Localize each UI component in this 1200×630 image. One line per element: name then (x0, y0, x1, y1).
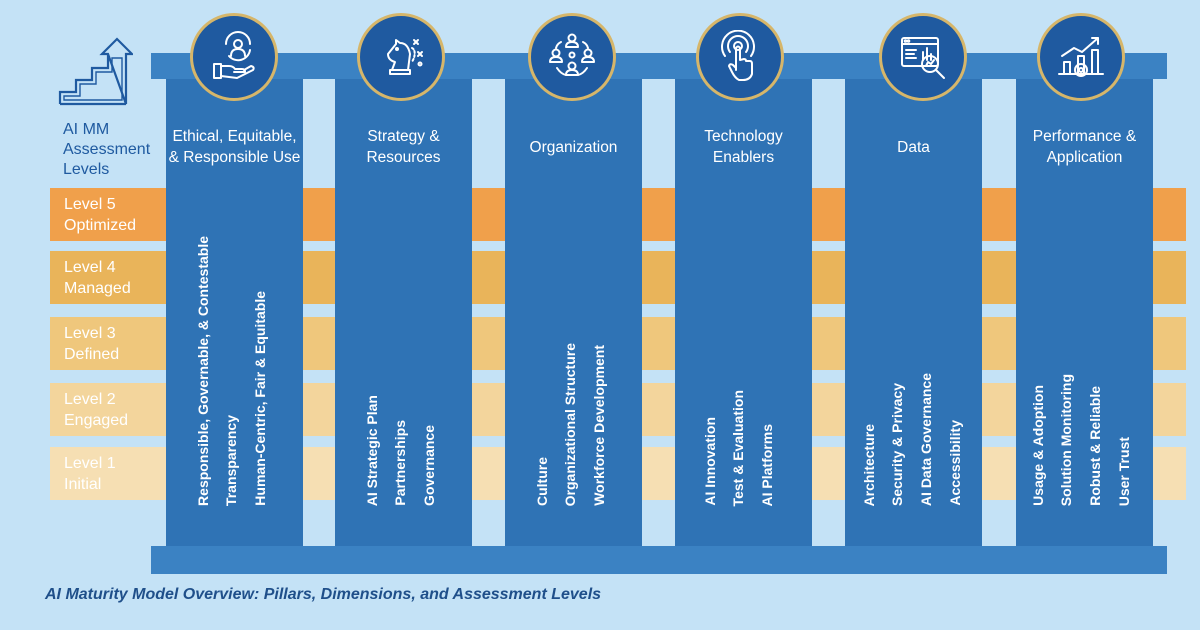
pillar-title: Organization (529, 138, 618, 156)
pillar-title: Data (897, 138, 930, 156)
level-number: Level 1 (64, 455, 116, 472)
dimension-label: Test & Evaluation (730, 389, 746, 506)
pillar-data: Architecture Security & Privacy AI Data … (845, 79, 982, 546)
levels-heading-line: AI MM (63, 121, 110, 138)
dimension-label: Accessibility (947, 420, 963, 506)
level-name: Engaged (64, 412, 129, 429)
level-label-2: Level 2 Engaged (50, 383, 165, 436)
pillar-technology: AI Innovation Test & Evaluation AI Platf… (675, 79, 812, 546)
dimension-label: Usage & Adoption (1030, 385, 1046, 506)
pillar-title: Technology Enablers (704, 128, 783, 166)
pillar-performance: Usage & Adoption Solution Monitoring Rob… (1016, 79, 1153, 546)
stairs-arrow-icon (58, 37, 133, 106)
level-label-4: Level 4 Managed (50, 251, 165, 304)
dimension-label: AI Strategic Plan (364, 394, 380, 506)
bottom-beam (151, 546, 1167, 574)
dimension-label: AI Data Governance (918, 372, 934, 506)
dimension-label: Partnerships (392, 420, 408, 506)
figure-caption: AI Maturity Model Overview: Pillars, Dim… (45, 586, 602, 603)
dimension-label: Governance (421, 425, 437, 506)
level-name: Managed (64, 280, 131, 297)
dimension-label: AI Innovation (702, 417, 718, 506)
hand-people-icon (190, 13, 278, 101)
level-label-5: Level 5 Optimized (50, 188, 165, 241)
level-number: Level 2 (64, 391, 116, 408)
pillar-organization: Culture Organizational Structure Workfor… (505, 79, 642, 546)
dimension-label: AI Platforms (759, 423, 775, 506)
top-beam (151, 53, 1167, 79)
pillar-title: Performance & Application (1032, 128, 1137, 166)
dimension-label: User Trust (1116, 436, 1132, 506)
pillar-title: Strategy & Resources (366, 128, 441, 166)
level-number: Level 5 (64, 196, 116, 213)
pillar-title: Ethical, Equitable, & Responsible Use (168, 128, 301, 166)
dimension-label: Workforce Development (591, 345, 607, 506)
levels-heading-line: Levels (63, 161, 110, 178)
dimension-label: Architecture (861, 423, 877, 506)
level-number: Level 3 (64, 325, 116, 342)
dimension-label: Organizational Structure (562, 342, 578, 506)
level-number: Level 4 (64, 259, 116, 276)
org-people-icon (528, 13, 616, 101)
dimension-label: Transparency (223, 414, 239, 506)
data-magnifier-icon (879, 13, 967, 101)
touch-tech-icon (696, 13, 784, 101)
dimension-label: Security & Privacy (889, 383, 905, 506)
level-name: Defined (64, 346, 120, 363)
dimension-label: Responsible, Governable, & Contestable (195, 236, 211, 506)
dimension-label: Solution Monitoring (1058, 373, 1074, 506)
dimension-label: Culture (534, 457, 550, 506)
pillar-ethical: Responsible, Governable, & Contestable T… (166, 79, 303, 546)
level-name: Initial (64, 476, 102, 493)
dimension-label: Robust & Reliable (1087, 386, 1103, 506)
chess-knight-icon (357, 13, 445, 101)
levels-heading-line: Assessment (63, 141, 151, 158)
pillar-strategy: AI Strategic Plan Partnerships Governanc… (335, 79, 472, 546)
level-label-1: Level 1 Initial (50, 447, 165, 500)
levels-heading: AI MM Assessment Levels (63, 120, 150, 180)
growth-chart-icon (1037, 13, 1125, 101)
level-label-3: Level 3 Defined (50, 317, 165, 370)
level-name: Optimized (64, 217, 137, 234)
dimension-label: Human-Centric, Fair & Equitable (252, 291, 268, 506)
